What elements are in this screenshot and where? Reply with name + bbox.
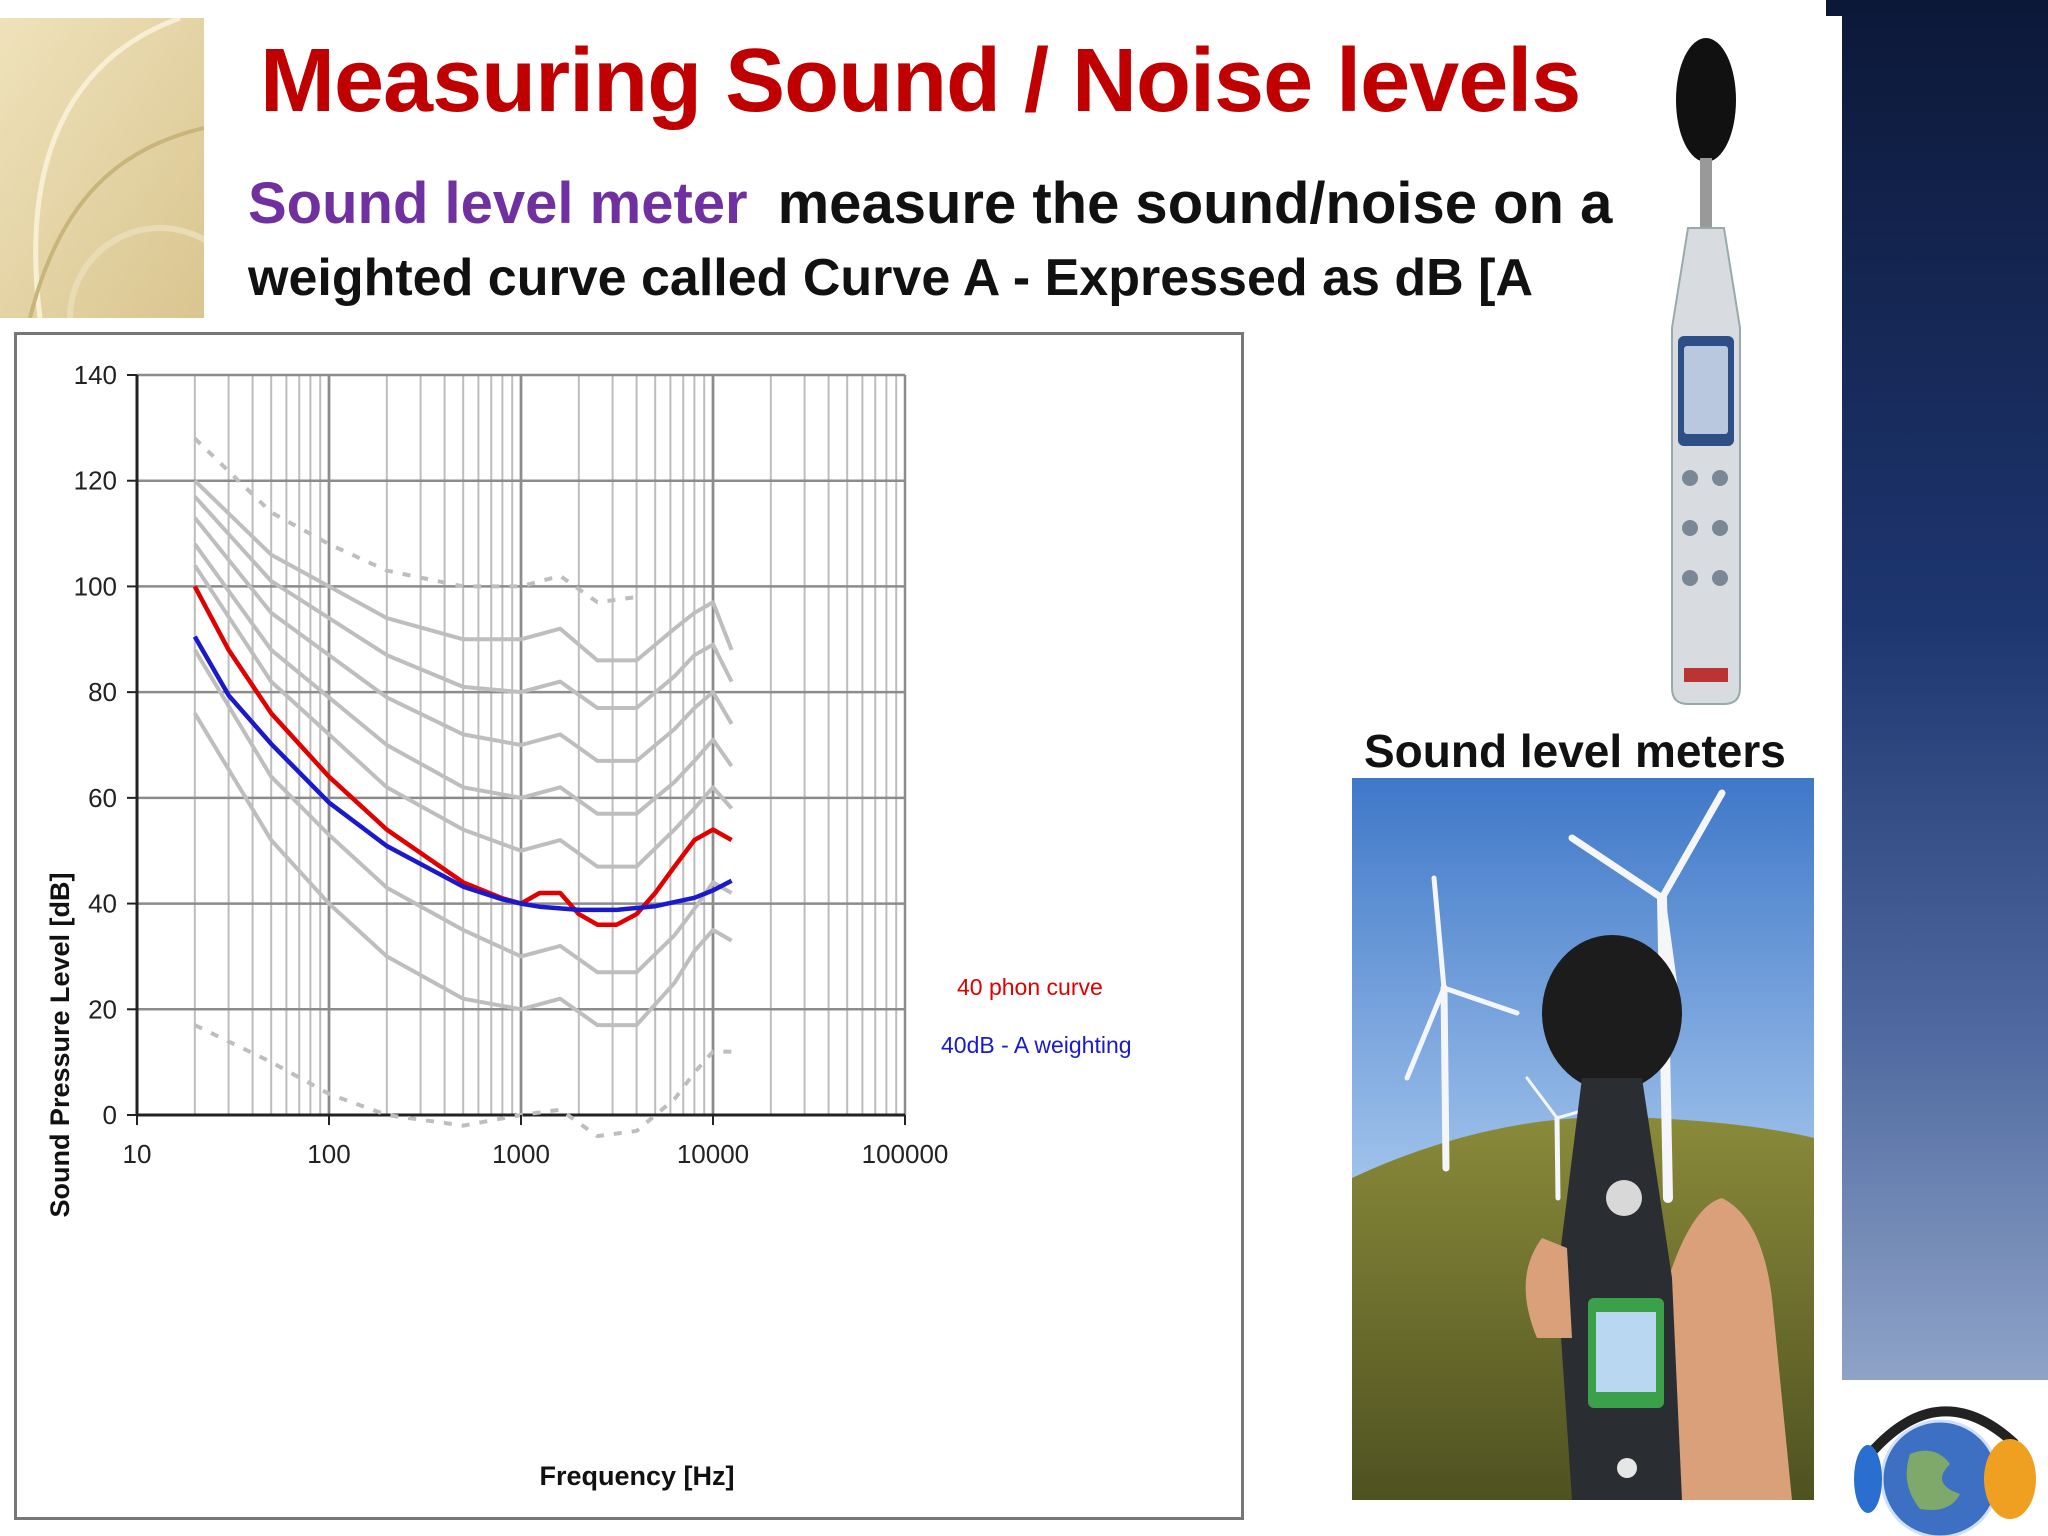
contour-line — [193, 479, 734, 663]
subtitle-rest: measure the sound/noise on a — [777, 171, 1613, 236]
contour-line — [193, 516, 734, 763]
y-tick-label: 80 — [88, 677, 117, 707]
contour-line — [193, 436, 637, 605]
x-tick-label: 10000 — [677, 1139, 749, 1169]
contour-line — [193, 1023, 732, 1139]
series-label-phon: 40 phon curve — [957, 974, 1103, 1000]
equal-loudness-chart: 10 100 1000 10000 100000 0 20 40 60 80 100 120 140 4… — [14, 332, 1244, 1520]
contour-line — [193, 495, 734, 710]
y-tick-label: 0 — [103, 1100, 117, 1130]
y-tick-label: 20 — [88, 994, 117, 1024]
chart-svg: 10 100 1000 10000 100000 0 20 40 60 80 100 120 140 4… — [45, 360, 1132, 1491]
x-tick-label: 100000 — [862, 1139, 949, 1169]
y-tick-label: 140 — [74, 360, 117, 390]
y-tick-label: 60 — [88, 783, 117, 813]
subtitle-line-2: weighted curve called Curve A - Expresse… — [248, 249, 1534, 307]
contour-line — [193, 564, 734, 869]
equal-loudness-contours — [193, 436, 734, 1139]
sound-level-meter-device-icon — [1671, 38, 1741, 705]
x-tick-label: 100 — [307, 1139, 350, 1169]
contour-line — [193, 542, 734, 816]
series-label-a-weighting: 40dB - A weighting — [941, 1032, 1132, 1058]
contour-line — [193, 712, 733, 1028]
chart-ticks: 10 100 1000 10000 100000 0 20 40 60 80 100 120 140 — [74, 360, 949, 1169]
right-gradient-panel — [1842, 0, 2048, 1380]
y-tick-label: 120 — [74, 466, 117, 496]
y-tick-label: 100 — [74, 571, 117, 601]
chart-series — [192, 585, 733, 927]
x-tick-label: 10 — [123, 1139, 152, 1169]
wind-turbine-photo-icon — [1352, 778, 1814, 1500]
slide-title: Measuring Sound / Noise levels — [260, 31, 1581, 131]
contour-line — [193, 648, 733, 975]
y-tick-label: 40 — [88, 889, 117, 919]
y-axis-title: Sound Pressure Level [dB] — [45, 872, 75, 1217]
x-axis-title: Frequency [Hz] — [539, 1461, 734, 1491]
subtitle-line-1: Sound level meter measure the sound/noise… — [248, 170, 1612, 237]
subtitle-term: Sound level meter — [248, 171, 748, 236]
corner-arc-decoration-icon — [0, 18, 204, 318]
series-line-a-weighting — [192, 635, 733, 913]
x-tick-label: 1000 — [492, 1139, 550, 1169]
photo-caption: Sound level meters — [1364, 725, 1786, 777]
series-line-phon — [192, 585, 733, 927]
globe-headphones-logo-icon — [1854, 1406, 2036, 1536]
